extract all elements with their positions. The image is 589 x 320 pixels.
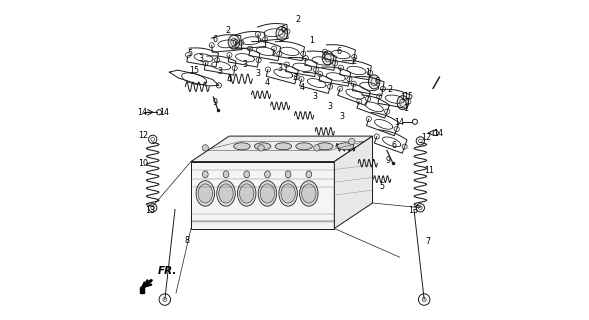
- Text: 2: 2: [225, 27, 230, 36]
- Text: 3: 3: [256, 69, 260, 78]
- Ellipse shape: [203, 171, 208, 178]
- Text: 15: 15: [189, 66, 199, 75]
- Text: 3: 3: [277, 64, 283, 73]
- Polygon shape: [191, 162, 335, 228]
- Ellipse shape: [258, 181, 277, 206]
- Text: 11: 11: [425, 166, 435, 175]
- Text: 4: 4: [300, 83, 305, 92]
- Text: 14: 14: [159, 108, 169, 117]
- Text: 1: 1: [401, 93, 405, 102]
- Text: 9: 9: [213, 98, 218, 107]
- Ellipse shape: [322, 51, 334, 65]
- Ellipse shape: [196, 181, 214, 206]
- Ellipse shape: [300, 181, 318, 206]
- Text: 14: 14: [393, 118, 403, 127]
- Text: 1: 1: [403, 104, 408, 113]
- Ellipse shape: [296, 143, 312, 150]
- Text: 8: 8: [184, 236, 189, 245]
- Text: 3: 3: [313, 92, 317, 101]
- Text: 15: 15: [403, 92, 413, 101]
- Text: FR.: FR.: [157, 266, 177, 276]
- Ellipse shape: [240, 184, 254, 203]
- Text: 6: 6: [375, 77, 380, 86]
- Polygon shape: [335, 136, 373, 228]
- Text: 3: 3: [243, 60, 247, 69]
- Circle shape: [313, 145, 320, 151]
- Ellipse shape: [223, 171, 229, 178]
- Ellipse shape: [264, 171, 270, 178]
- Ellipse shape: [276, 27, 287, 41]
- Ellipse shape: [281, 184, 295, 203]
- Text: 6: 6: [213, 35, 217, 44]
- Text: 6: 6: [281, 25, 286, 34]
- Ellipse shape: [285, 171, 291, 178]
- Text: 1: 1: [365, 68, 370, 77]
- Text: 14: 14: [433, 129, 443, 138]
- Text: 1: 1: [310, 36, 315, 45]
- Text: 2: 2: [388, 85, 393, 94]
- Text: 2: 2: [295, 15, 300, 24]
- Text: 3: 3: [217, 67, 222, 76]
- Text: 10: 10: [138, 159, 148, 168]
- Ellipse shape: [228, 35, 240, 49]
- Text: 3: 3: [292, 73, 297, 82]
- Ellipse shape: [217, 181, 235, 206]
- Text: 2: 2: [351, 57, 356, 66]
- Text: 5: 5: [187, 49, 193, 59]
- Ellipse shape: [397, 96, 409, 110]
- Polygon shape: [191, 136, 373, 162]
- Ellipse shape: [219, 184, 233, 203]
- Ellipse shape: [302, 184, 316, 203]
- Ellipse shape: [234, 143, 250, 150]
- Ellipse shape: [237, 181, 256, 206]
- Circle shape: [202, 145, 209, 151]
- Text: 3: 3: [340, 113, 345, 122]
- Text: 13: 13: [408, 206, 418, 215]
- Ellipse shape: [244, 171, 250, 178]
- Text: 4: 4: [265, 78, 270, 87]
- Text: 5: 5: [379, 182, 385, 191]
- Ellipse shape: [275, 143, 292, 150]
- Polygon shape: [140, 287, 144, 292]
- Circle shape: [258, 145, 264, 151]
- Circle shape: [349, 138, 355, 145]
- Ellipse shape: [254, 143, 271, 150]
- Text: 14: 14: [137, 108, 147, 117]
- Text: 6: 6: [392, 141, 397, 150]
- Ellipse shape: [368, 75, 380, 89]
- Ellipse shape: [316, 143, 333, 150]
- Text: 12: 12: [421, 132, 431, 141]
- Text: 9: 9: [386, 156, 391, 165]
- Text: 13: 13: [145, 206, 155, 215]
- Text: 12: 12: [138, 131, 148, 140]
- Ellipse shape: [337, 143, 354, 150]
- Text: 7: 7: [426, 237, 431, 246]
- Text: 4: 4: [227, 75, 231, 84]
- Text: 3: 3: [198, 53, 203, 62]
- Ellipse shape: [279, 181, 297, 206]
- Text: 6: 6: [336, 47, 342, 56]
- Text: 3: 3: [327, 102, 332, 111]
- Ellipse shape: [198, 184, 213, 203]
- Ellipse shape: [260, 184, 274, 203]
- Ellipse shape: [306, 171, 312, 178]
